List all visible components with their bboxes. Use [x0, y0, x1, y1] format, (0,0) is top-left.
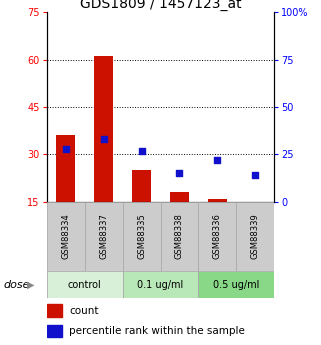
- Text: GSM88335: GSM88335: [137, 214, 146, 259]
- Text: ▶: ▶: [27, 280, 35, 289]
- Bar: [198, 202, 237, 271]
- Title: GDS1809 / 1457123_at: GDS1809 / 1457123_at: [80, 0, 241, 11]
- Bar: [56, 136, 75, 202]
- Bar: [132, 170, 151, 202]
- Bar: [47, 304, 63, 317]
- Text: GSM88336: GSM88336: [213, 214, 222, 259]
- Bar: [123, 271, 198, 298]
- Point: [215, 157, 220, 163]
- Point: [139, 148, 144, 153]
- Bar: [47, 202, 84, 271]
- Bar: [237, 202, 274, 271]
- Bar: [208, 199, 227, 202]
- Text: GSM88338: GSM88338: [175, 214, 184, 259]
- Text: 0.5 ug/ml: 0.5 ug/ml: [213, 280, 260, 289]
- Bar: [198, 271, 274, 298]
- Point: [101, 136, 106, 142]
- Text: percentile rank within the sample: percentile rank within the sample: [69, 326, 245, 336]
- Text: dose: dose: [3, 280, 30, 289]
- Text: control: control: [68, 280, 101, 289]
- Text: 0.1 ug/ml: 0.1 ug/ml: [137, 280, 184, 289]
- Text: GSM88337: GSM88337: [99, 214, 108, 259]
- Bar: [160, 202, 198, 271]
- Point: [63, 146, 68, 151]
- Bar: [170, 193, 189, 202]
- Text: GSM88334: GSM88334: [61, 214, 70, 259]
- Bar: [47, 271, 123, 298]
- Point: [177, 171, 182, 176]
- Text: GSM88339: GSM88339: [251, 214, 260, 259]
- Text: count: count: [69, 306, 99, 315]
- Bar: [47, 325, 63, 337]
- Point: [253, 172, 258, 178]
- Bar: [123, 202, 160, 271]
- Bar: [94, 56, 113, 202]
- Bar: [84, 202, 123, 271]
